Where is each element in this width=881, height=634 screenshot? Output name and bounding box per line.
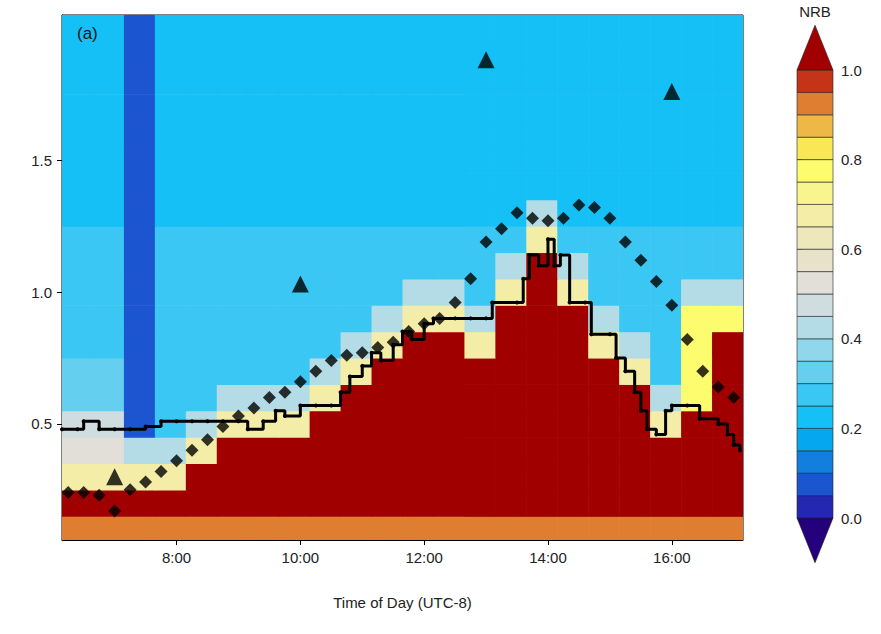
svg-text:0.0: 0.0: [841, 510, 862, 527]
svg-text:Time of Day (UTC-8): Time of Day (UTC-8): [333, 594, 472, 611]
svg-text:16:00: 16:00: [653, 549, 691, 566]
svg-text:1.5: 1.5: [31, 152, 52, 169]
svg-text:NRB: NRB: [799, 3, 831, 20]
svg-text:1.0: 1.0: [841, 62, 862, 79]
svg-text:1.0: 1.0: [31, 284, 52, 301]
svg-text:0.2: 0.2: [841, 420, 862, 437]
svg-text:0.8: 0.8: [841, 151, 862, 168]
svg-text:0.5: 0.5: [31, 415, 52, 432]
svg-text:10:00: 10:00: [282, 549, 320, 566]
svg-text:0.4: 0.4: [841, 330, 862, 347]
svg-text:12:00: 12:00: [405, 549, 443, 566]
svg-text:14:00: 14:00: [529, 549, 567, 566]
svg-text:(a): (a): [77, 24, 98, 43]
svg-text:0.6: 0.6: [841, 241, 862, 258]
svg-text:8:00: 8:00: [162, 549, 191, 566]
